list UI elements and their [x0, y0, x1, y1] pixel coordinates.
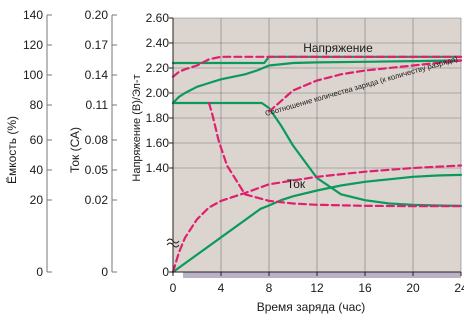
series-line-2: [171, 101, 463, 207]
current-tick-label: 0.02: [85, 193, 109, 207]
voltage-tick-label: 1.80: [146, 111, 170, 125]
capacity-tick-label: 60: [30, 133, 44, 147]
voltage-tick-label: 0: [162, 265, 169, 279]
series-line-5: [171, 55, 463, 78]
voltage-tick-label: 2.40: [146, 36, 170, 50]
series-line-4: [171, 173, 463, 274]
series-group: [171, 55, 463, 274]
voltage-tick-label: 2.00: [146, 86, 170, 100]
current-tick-label: 0.08: [85, 133, 109, 147]
voltage-tick-label: 1.40: [146, 161, 170, 175]
x-tick-label: 0: [170, 281, 177, 295]
series-line-1: [171, 59, 463, 105]
x-tick-label: 4: [218, 281, 225, 295]
y-axis-label: Напряжение (В)/Эл-т: [131, 74, 143, 181]
grid: [173, 17, 462, 272]
current-tick-label: 0.05: [85, 163, 109, 177]
capacity-tick-label: 0: [36, 265, 43, 279]
capacity-tick-label: 40: [30, 163, 44, 177]
x-axis-label: Время заряда (час): [257, 300, 366, 314]
x-tick-label: 16: [358, 281, 372, 295]
x-tick-label: 8: [266, 281, 273, 295]
axis-break-line-2: [166, 242, 180, 248]
x-tick-label: 20: [406, 281, 420, 295]
series-line-7: [171, 164, 463, 274]
x-tick-label: 24: [454, 281, 464, 295]
current-axis-label: Ток (СА): [68, 127, 82, 173]
x-tick-label: 12: [310, 281, 324, 295]
current-tick-label: 0.14: [85, 68, 109, 82]
capacity-tick-label: 80: [30, 98, 44, 112]
series-line-3: [171, 55, 463, 65]
capacity-axis: 0 20 40 60 80 100 120 140: [23, 8, 52, 279]
capacity-tick-label: 140: [23, 8, 43, 22]
current-tick-label: 0: [101, 265, 108, 279]
current-tick-label: 0.20: [85, 8, 109, 22]
current-tick-label: 0.11: [86, 98, 109, 112]
capacity-axis-label: Ёмкость (%): [5, 116, 19, 184]
x-axis-band: [183, 272, 461, 278]
voltage-tick-label: 1.60: [146, 136, 170, 150]
axis-break-mark: [166, 238, 180, 248]
voltage-tick-label: 2.60: [146, 11, 170, 25]
capacity-tick-label: 120: [23, 38, 43, 52]
voltage-curve-label: Напряжение: [303, 41, 373, 55]
voltage-tick-label: 2.20: [146, 61, 170, 75]
x-axis: 0 4 8 12 16 20 24: [170, 271, 464, 295]
axis-break-line-1: [166, 238, 180, 244]
current-curve-label: Ток: [287, 177, 306, 191]
series-line-6: [207, 101, 463, 208]
voltage-axis: 0 1.40 1.60 1.80 2.00 2.20 2.40 2.60: [146, 11, 174, 279]
current-axis: 0 0.02 0.05 0.08 0.11 0.14 0.17 0.20: [85, 8, 117, 279]
current-tick-label: 0.17: [85, 38, 109, 52]
capacity-tick-label: 20: [30, 193, 44, 207]
series-line-8: [267, 59, 463, 113]
capacity-tick-label: 100: [23, 68, 43, 82]
